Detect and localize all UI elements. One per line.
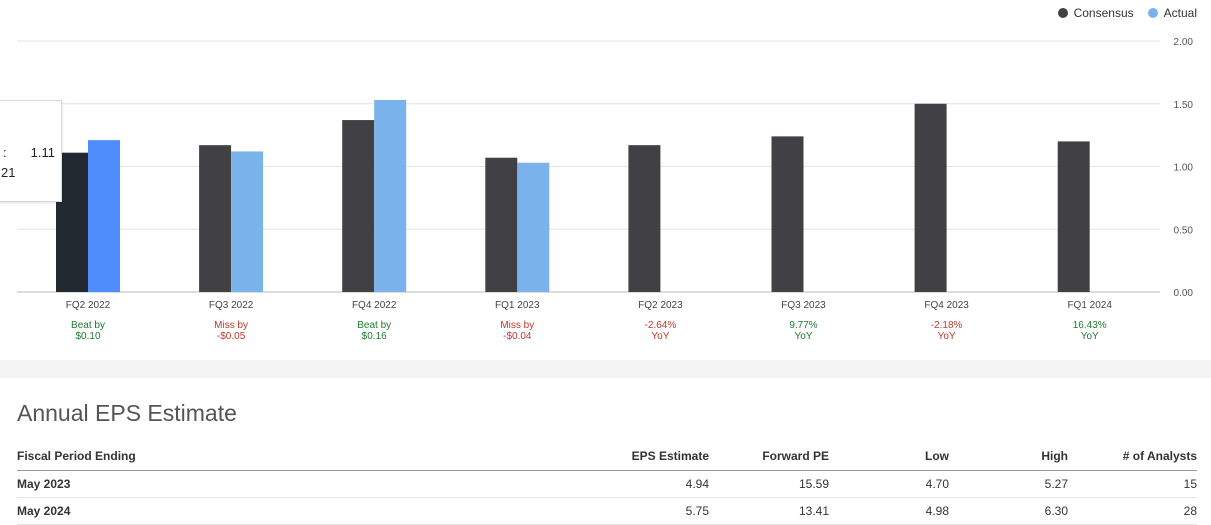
tooltip-consensus-label: : bbox=[3, 145, 7, 160]
x-tick-label: FQ3 2022 bbox=[209, 300, 254, 311]
tooltip-actual-value: 21 bbox=[1, 165, 16, 180]
actual-bar bbox=[374, 99, 407, 292]
y-tick-label: 0.50 bbox=[1174, 225, 1194, 236]
column-header-forward-pe[interactable]: Forward PE bbox=[709, 442, 829, 471]
annotation-line1: -2.64% bbox=[645, 320, 677, 331]
x-tick-label: FQ3 2023 bbox=[781, 300, 826, 311]
x-tick-label: FQ4 2023 bbox=[924, 300, 969, 311]
column-header-low[interactable]: Low bbox=[829, 442, 949, 471]
y-tick-label: 0.00 bbox=[1174, 288, 1194, 299]
actual-bar bbox=[517, 162, 550, 292]
annotation-line1: -2.18% bbox=[931, 320, 963, 331]
column-header-fiscal-period[interactable]: Fiscal Period Ending bbox=[17, 442, 517, 471]
cell-fiscal-period: May 2023 bbox=[17, 470, 517, 498]
annual-eps-table: Fiscal Period Ending EPS Estimate Forwar… bbox=[17, 442, 1197, 525]
cell-analysts: 15 bbox=[1068, 470, 1197, 498]
y-tick-label: 1.00 bbox=[1174, 163, 1194, 174]
column-header-high[interactable]: High bbox=[949, 442, 1068, 471]
consensus-bar bbox=[1057, 141, 1090, 292]
annual-eps-title: Annual EPS Estimate bbox=[17, 400, 237, 426]
annotation-line2: -$0.05 bbox=[217, 331, 246, 342]
annotation-line1: 16.43% bbox=[1073, 320, 1107, 331]
section-divider bbox=[0, 360, 1211, 378]
tooltip-consensus-value: 1.11 bbox=[30, 145, 55, 160]
annotation-line1: Beat by bbox=[71, 320, 105, 331]
annotation-line2: -$0.04 bbox=[503, 331, 532, 342]
eps-chart: 0.00 0.50 1.00 1.50 2.00 FQ2 2022 Beat by $0.10… bbox=[0, 6, 1197, 342]
chart-legend: Consensus Actual bbox=[1057, 6, 1197, 20]
cell-high: 5.27 bbox=[949, 470, 1068, 498]
x-tick-label: FQ1 2023 bbox=[495, 300, 540, 311]
chart-tooltip: : 1.11 21 bbox=[0, 100, 62, 202]
legend-consensus-label: Consensus bbox=[1073, 6, 1134, 20]
column-header-analysts[interactable]: # of Analysts bbox=[1068, 442, 1197, 471]
annotation-line1: Miss by bbox=[214, 320, 248, 331]
x-tick-label: FQ4 2022 bbox=[352, 300, 397, 311]
annotation-line1: Beat by bbox=[357, 320, 391, 331]
y-tick-label: 1.50 bbox=[1174, 100, 1194, 111]
table-header-row: Fiscal Period Ending EPS Estimate Forwar… bbox=[17, 442, 1197, 471]
cell-fiscal-period: May 2024 bbox=[17, 497, 517, 525]
annotation-line2: YoY bbox=[651, 331, 669, 342]
annotation-line1: Miss by bbox=[500, 320, 534, 331]
annotation-line2: YoY bbox=[1081, 331, 1099, 342]
actual-bar bbox=[231, 151, 264, 292]
annual-eps-section: Annual EPS Estimate Fiscal Period Ending… bbox=[0, 400, 1211, 525]
consensus-bar bbox=[342, 120, 375, 292]
annotation-line2: $0.16 bbox=[362, 331, 387, 342]
cell-forward-pe: 13.41 bbox=[709, 497, 829, 525]
cell-analysts: 28 bbox=[1068, 497, 1197, 525]
actual-dot-icon bbox=[1147, 8, 1158, 18]
actual-bar bbox=[88, 140, 120, 292]
consensus-bar bbox=[914, 103, 947, 292]
consensus-bar bbox=[485, 157, 518, 292]
legend-item-actual[interactable]: Actual bbox=[1147, 6, 1197, 20]
cell-low: 4.70 bbox=[829, 470, 949, 498]
x-tick-label: FQ1 2024 bbox=[1067, 300, 1112, 311]
cell-eps-estimate: 4.94 bbox=[517, 470, 709, 498]
consensus-bar bbox=[628, 145, 661, 292]
legend-actual-label: Actual bbox=[1163, 6, 1197, 20]
annotation-line2: YoY bbox=[795, 331, 813, 342]
column-header-eps-estimate[interactable]: EPS Estimate bbox=[517, 442, 709, 471]
cell-forward-pe: 15.59 bbox=[709, 470, 829, 498]
annotation-line1: 9.77% bbox=[789, 320, 817, 331]
cell-low: 4.98 bbox=[829, 497, 949, 525]
annotation-line2: $0.10 bbox=[75, 331, 100, 342]
table-row: May 2024 5.75 13.41 4.98 6.30 28 bbox=[17, 497, 1197, 525]
cell-high: 6.30 bbox=[949, 497, 1068, 525]
cell-eps-estimate: 5.75 bbox=[517, 497, 709, 525]
x-tick-label: FQ2 2023 bbox=[638, 300, 683, 311]
annotation-line2: YoY bbox=[938, 331, 956, 342]
legend-item-consensus[interactable]: Consensus bbox=[1057, 6, 1134, 20]
consensus-dot-icon bbox=[1057, 8, 1068, 18]
table-row: May 2023 4.94 15.59 4.70 5.27 15 bbox=[17, 470, 1197, 498]
consensus-bar bbox=[771, 136, 804, 292]
y-tick-label: 2.00 bbox=[1174, 37, 1194, 48]
x-tick-label: FQ2 2022 bbox=[66, 300, 111, 311]
consensus-bar bbox=[199, 145, 232, 292]
